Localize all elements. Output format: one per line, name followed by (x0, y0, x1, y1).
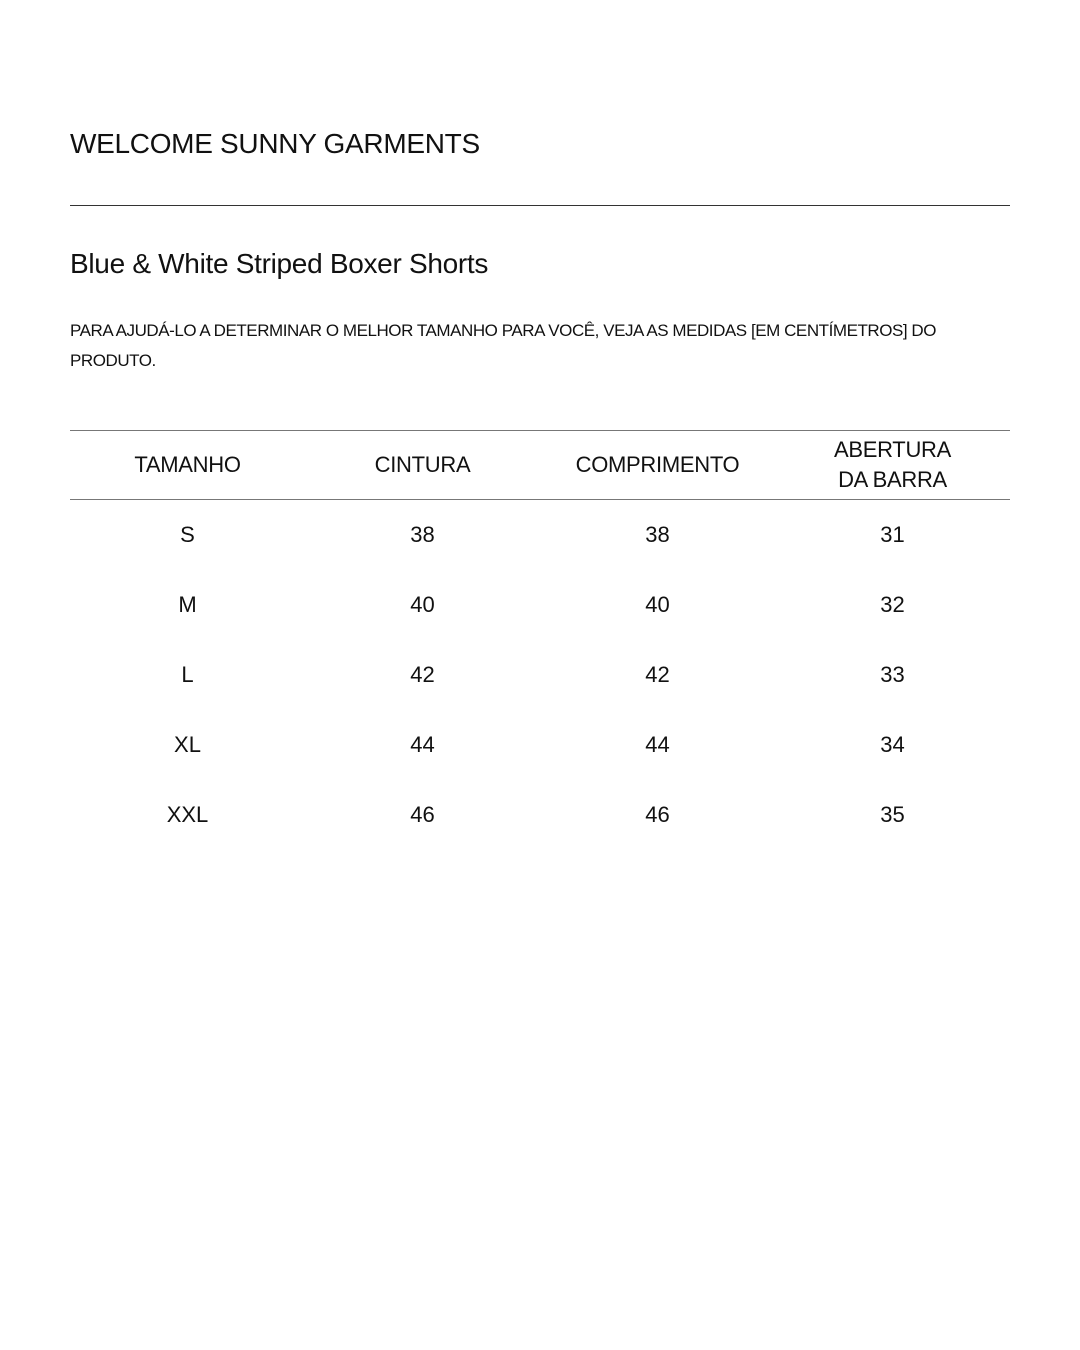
table-row: M 40 40 32 (70, 570, 1010, 640)
product-title: Blue & White Striped Boxer Shorts (70, 248, 489, 279)
table-cell: 46 (410, 802, 435, 827)
table-cell: 44 (645, 732, 670, 757)
table-cell: L (181, 662, 194, 687)
header-cintura: CINTURA (305, 430, 540, 500)
table-cell: XXL (166, 802, 209, 827)
size-guide-description: PARA AJUDÁ-LO A DETERMINAR O MELHOR TAMA… (70, 321, 937, 370)
size-chart-table: TAMANHO CINTURA COMPRIMENTO ABERTURA DA … (70, 430, 1010, 850)
header-comprimento: COMPRIMENTO (540, 430, 775, 500)
table-cell: 34 (880, 732, 905, 757)
table-cell: 44 (410, 732, 435, 757)
table-cell: 31 (880, 522, 905, 547)
table-cell: XL (174, 732, 201, 757)
table-row: XXL 46 46 35 (70, 780, 1010, 850)
table-cell: M (178, 592, 197, 617)
divider (70, 205, 1010, 206)
table-cell: 35 (880, 802, 905, 827)
table-row: XL 44 44 34 (70, 710, 1010, 780)
header-tamanho: TAMANHO (70, 430, 305, 500)
table-cell: 42 (645, 662, 670, 687)
table-cell: 33 (880, 662, 905, 687)
header-abertura-da-barra: ABERTURA DA BARRA (775, 430, 1010, 500)
table-cell: 42 (410, 662, 435, 687)
brand-title: WELCOME SUNNY GARMENTS (70, 128, 480, 159)
table-cell: 46 (645, 802, 670, 827)
table-row: S 38 38 31 (70, 500, 1010, 571)
table-header-row: TAMANHO CINTURA COMPRIMENTO ABERTURA DA … (70, 430, 1010, 500)
table-cell: S (180, 522, 195, 547)
table-cell: 40 (410, 592, 435, 617)
table-cell: 38 (645, 522, 670, 547)
table-row: L 42 42 33 (70, 640, 1010, 710)
table-cell: 38 (410, 522, 435, 547)
table-cell: 32 (880, 592, 905, 617)
table-cell: 40 (645, 592, 670, 617)
